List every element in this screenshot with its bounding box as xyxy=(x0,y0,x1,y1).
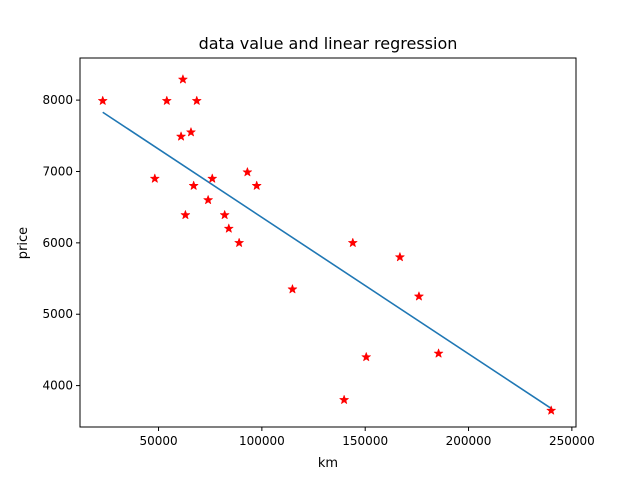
data-point xyxy=(234,237,244,247)
x-tick-label: 200000 xyxy=(446,434,492,448)
data-point xyxy=(98,95,108,105)
x-axis-label: km xyxy=(318,456,338,471)
data-point xyxy=(203,195,213,205)
plot-area xyxy=(98,74,556,415)
data-point xyxy=(192,95,202,105)
x-tick-label: 100000 xyxy=(239,434,285,448)
data-point xyxy=(219,210,230,220)
data-point xyxy=(433,348,444,358)
data-point xyxy=(339,394,349,404)
data-point xyxy=(180,210,191,220)
y-axis-label: price xyxy=(16,227,31,259)
data-point xyxy=(242,167,253,177)
regression-line xyxy=(102,111,552,410)
data-point xyxy=(546,405,556,415)
data-point xyxy=(207,173,217,183)
data-point xyxy=(361,352,371,362)
x-axis-ticks: 50000 100000 150000 200000 250000 xyxy=(139,427,595,448)
y-axis-ticks: 4000 5000 6000 7000 8000 xyxy=(42,93,80,393)
data-point xyxy=(178,74,188,84)
data-point xyxy=(348,237,358,247)
y-tick-label: 5000 xyxy=(42,307,73,321)
y-tick-label: 4000 xyxy=(42,379,73,393)
data-point xyxy=(224,223,234,233)
data-point xyxy=(395,252,405,262)
data-point xyxy=(150,173,160,183)
data-point xyxy=(287,284,298,294)
y-tick-label: 7000 xyxy=(42,164,73,178)
x-tick-label: 250000 xyxy=(549,434,595,448)
data-point xyxy=(252,180,262,190)
data-point xyxy=(414,291,424,301)
data-point xyxy=(176,131,186,141)
data-point xyxy=(188,180,199,190)
x-tick-label: 50000 xyxy=(139,434,177,448)
data-point xyxy=(162,95,172,105)
x-tick-label: 150000 xyxy=(342,434,388,448)
y-tick-label: 6000 xyxy=(42,236,73,250)
data-point xyxy=(186,127,196,137)
chart-title: data value and linear regression xyxy=(199,34,458,53)
y-tick-label: 8000 xyxy=(42,93,73,107)
